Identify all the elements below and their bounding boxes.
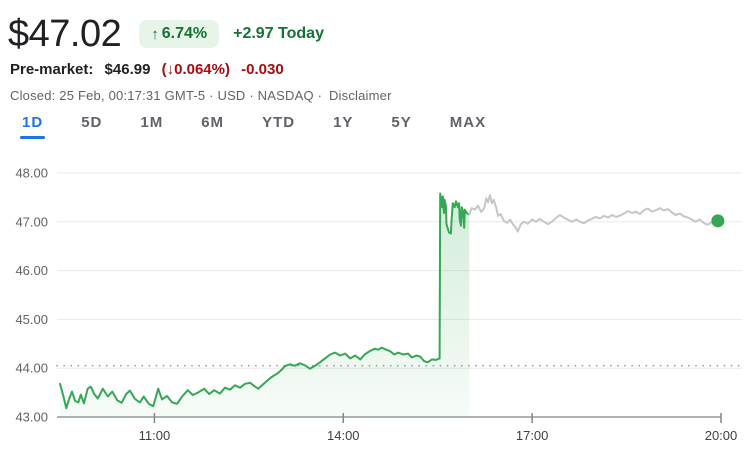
tab-5y[interactable]: 5Y xyxy=(391,114,412,131)
y-axis-label: 44.00 xyxy=(15,361,48,376)
latest-price-marker xyxy=(711,214,725,228)
tab-6m[interactable]: 6M xyxy=(201,114,225,131)
premarket-percent: (↓0.064%) xyxy=(161,61,230,78)
y-axis-label: 48.00 xyxy=(15,166,48,181)
change-amount-today: +2.97 Today xyxy=(233,25,324,42)
x-axis-label: 20:00 xyxy=(705,428,738,443)
tab-ytd[interactable]: YTD xyxy=(262,114,296,131)
change-percent-badge: ↑ 6.74% xyxy=(139,20,220,48)
premarket-change: -0.030 xyxy=(241,61,284,78)
x-axis-label: 14:00 xyxy=(327,428,360,443)
y-axis-label: 46.00 xyxy=(15,263,48,278)
tab-1m[interactable]: 1M xyxy=(140,114,164,131)
price-chart[interactable]: 48.00 47.00 46.00 45.00 44.00 43.00 11:00 14:00… xyxy=(0,148,748,458)
premarket-row: Pre-market: $46.99 (↓0.064%) -0.030 xyxy=(10,61,284,78)
tab-1y[interactable]: 1Y xyxy=(333,114,354,131)
premarket-label: Pre-market: xyxy=(10,61,94,78)
market-hours-fill xyxy=(60,193,470,417)
tab-1d[interactable]: 1D xyxy=(19,114,46,139)
change-percent-value: 6.74% xyxy=(161,25,208,42)
x-axis-label: 11:00 xyxy=(139,428,171,443)
market-status-row: Closed: 25 Feb, 00:17:31 GMT-5 · USD · N… xyxy=(10,88,392,103)
closed-status-text: Closed: 25 Feb, 00:17:31 GMT-5 · USD · N… xyxy=(10,88,323,103)
y-axis-label: 45.00 xyxy=(15,312,48,327)
up-arrow-icon: ↑ xyxy=(151,25,159,43)
range-tabs: 1D 5D 1M 6M YTD 1Y 5Y MAX xyxy=(19,114,487,139)
tab-5d[interactable]: 5D xyxy=(81,114,103,131)
y-axis-label: 43.00 xyxy=(15,410,48,425)
y-axis-label: 47.00 xyxy=(15,214,48,229)
price-header: $47.02 ↑ 6.74% +2.97 Today xyxy=(8,12,324,56)
tab-max[interactable]: MAX xyxy=(449,114,487,131)
price-line-market-hours xyxy=(59,192,471,410)
premarket-price: $46.99 xyxy=(104,61,151,78)
price-line-after-hours xyxy=(468,194,719,233)
x-axis-label: 17:00 xyxy=(516,428,549,443)
disclaimer-link[interactable]: Disclaimer xyxy=(328,88,392,103)
current-price: $47.02 xyxy=(8,13,122,55)
